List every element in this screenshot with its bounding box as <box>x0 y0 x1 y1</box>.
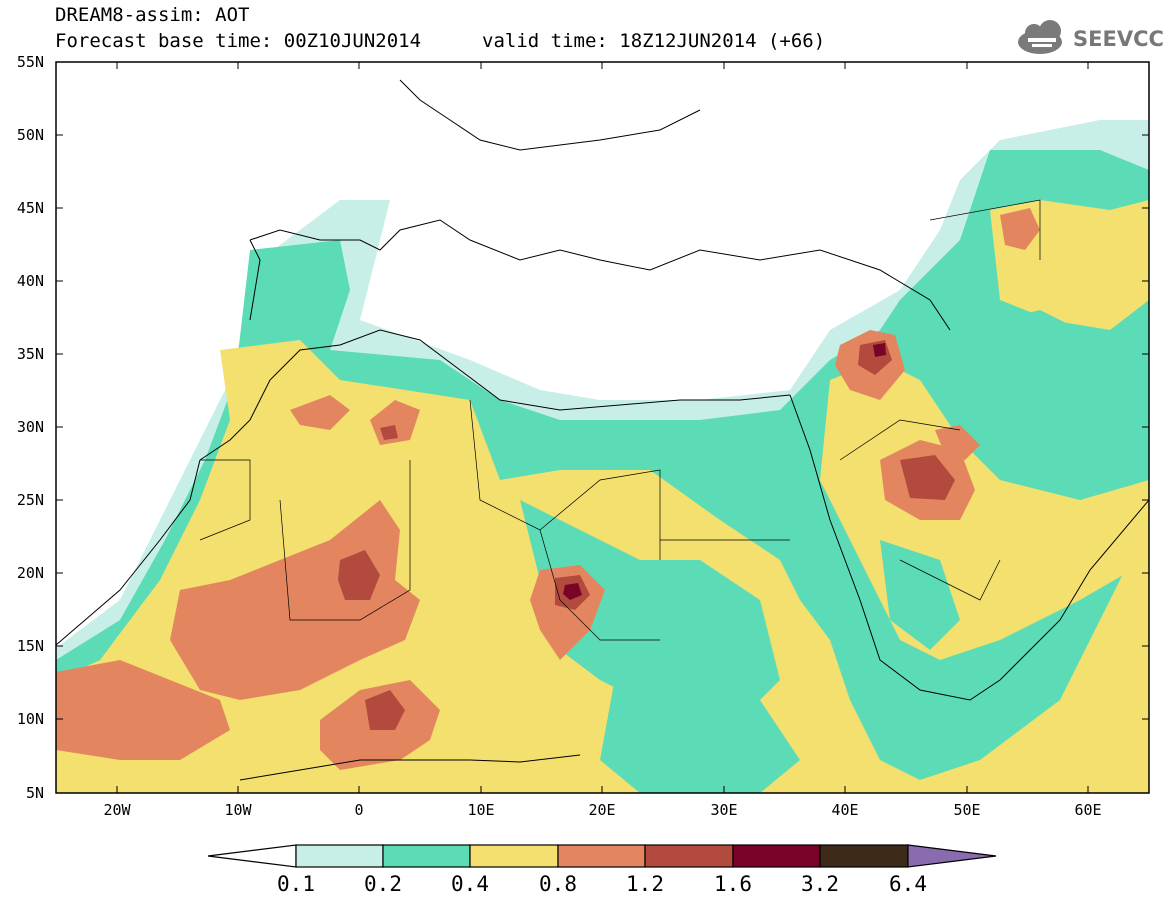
valid-time: valid time: 18Z12JUN2014 (+66) <box>482 30 826 52</box>
lon-label: 40E <box>831 801 859 819</box>
lat-label: 25N <box>16 491 44 509</box>
lat-label: 5N <box>25 784 44 802</box>
lat-label: 55N <box>16 53 44 71</box>
colorbar-swatch <box>732 844 821 868</box>
lat-label: 45N <box>16 199 44 217</box>
colorbar-swatch <box>295 844 384 868</box>
colorbar-label: 0.1 <box>277 872 315 896</box>
colorbar-arrow-high <box>907 844 997 868</box>
lon-label: 50E <box>953 801 981 819</box>
lon-label: 20W <box>103 801 131 819</box>
lon-label: 30E <box>710 801 738 819</box>
aot-contour-1.2 <box>338 550 380 600</box>
lat-label: 35N <box>16 345 44 363</box>
borders <box>199 199 1041 641</box>
forecast-base-time: Forecast base time: 00Z10JUN2014 <box>55 30 422 52</box>
lon-label: 10W <box>224 801 252 819</box>
colorbar-swatch <box>557 844 646 868</box>
lon-label: 10E <box>467 801 495 819</box>
colorbar-label: 1.6 <box>714 872 752 896</box>
lon-label: 60E <box>1074 801 1102 819</box>
colorbar-swatch <box>469 844 559 868</box>
lon-label: 0 <box>354 801 364 819</box>
colorbar-label: 3.2 <box>801 872 839 896</box>
colorbar-swatch <box>382 844 471 868</box>
coastlines <box>56 79 1149 781</box>
lat-label: 15N <box>16 637 44 655</box>
colorbar-label: 0.4 <box>451 872 489 896</box>
colorbar-arrow-low <box>207 844 297 868</box>
aot-contour-1.6 <box>563 583 582 600</box>
colorbar-swatch <box>819 844 909 868</box>
colorbar-label: 6.4 <box>889 872 927 896</box>
aot-contour-0.8 <box>170 500 420 700</box>
colorbar-swatch <box>644 844 734 868</box>
cloud-icon <box>1018 20 1062 54</box>
map-title: DREAM8-assim: AOT <box>55 4 250 26</box>
lat-label: 40N <box>16 272 44 290</box>
lat-label: 20N <box>16 564 44 582</box>
colorbar-label: 0.8 <box>539 872 577 896</box>
seevccc-logo: SEEVCCC <box>1073 27 1165 51</box>
colorbar <box>207 844 997 868</box>
lat-label: 10N <box>16 710 44 728</box>
lat-label: 30N <box>16 418 44 436</box>
lon-label: 20E <box>588 801 616 819</box>
colorbar-label: 1.2 <box>626 872 664 896</box>
lat-label: 50N <box>16 126 44 144</box>
colorbar-label: 0.2 <box>364 872 402 896</box>
